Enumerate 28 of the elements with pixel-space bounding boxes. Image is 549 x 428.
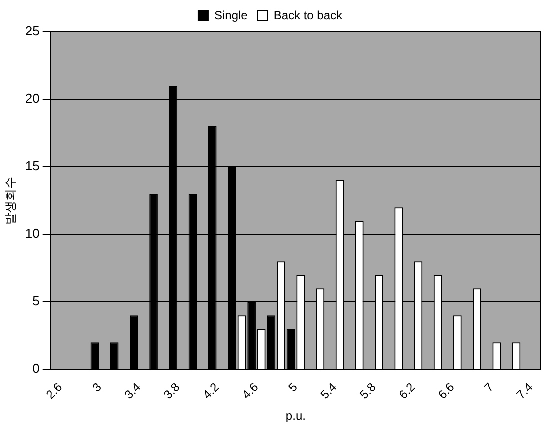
x-tick-label: 5.4 <box>318 380 340 402</box>
bar <box>267 316 276 370</box>
x-tick-label: 3.8 <box>161 380 183 402</box>
x-axis-title: p.u. <box>286 409 306 424</box>
y-tick-label: 25 <box>25 24 40 39</box>
x-tick-label: 3 <box>90 380 105 395</box>
y-tick-label: 10 <box>25 226 40 242</box>
bar <box>110 342 119 370</box>
x-tick-label: 4.6 <box>239 380 262 402</box>
y-axis-title: 발생회수 <box>4 176 18 225</box>
x-tick-label: 5.8 <box>357 380 380 402</box>
bar <box>286 329 296 370</box>
x-tick-label: 6.2 <box>396 380 418 402</box>
y-tick-label: 5 <box>32 294 40 309</box>
x-tick-label: 4.2 <box>200 380 222 402</box>
x-tick-label: 2.6 <box>43 380 66 402</box>
y-tick-label: 0 <box>32 361 40 376</box>
x-tick-label: 5 <box>286 380 301 395</box>
y-tick-label: 15 <box>25 158 40 174</box>
bar <box>90 342 100 370</box>
x-tick-label: 7 <box>482 380 497 395</box>
legend-label: Back to back <box>274 8 344 22</box>
x-tick-label: 7.4 <box>514 380 536 402</box>
legend-label: Single <box>214 8 248 22</box>
x-tick-label: 3.4 <box>122 380 144 402</box>
bar <box>130 316 138 370</box>
y-tick-label: 20 <box>25 91 40 106</box>
x-tick-label: 6.6 <box>436 380 458 402</box>
